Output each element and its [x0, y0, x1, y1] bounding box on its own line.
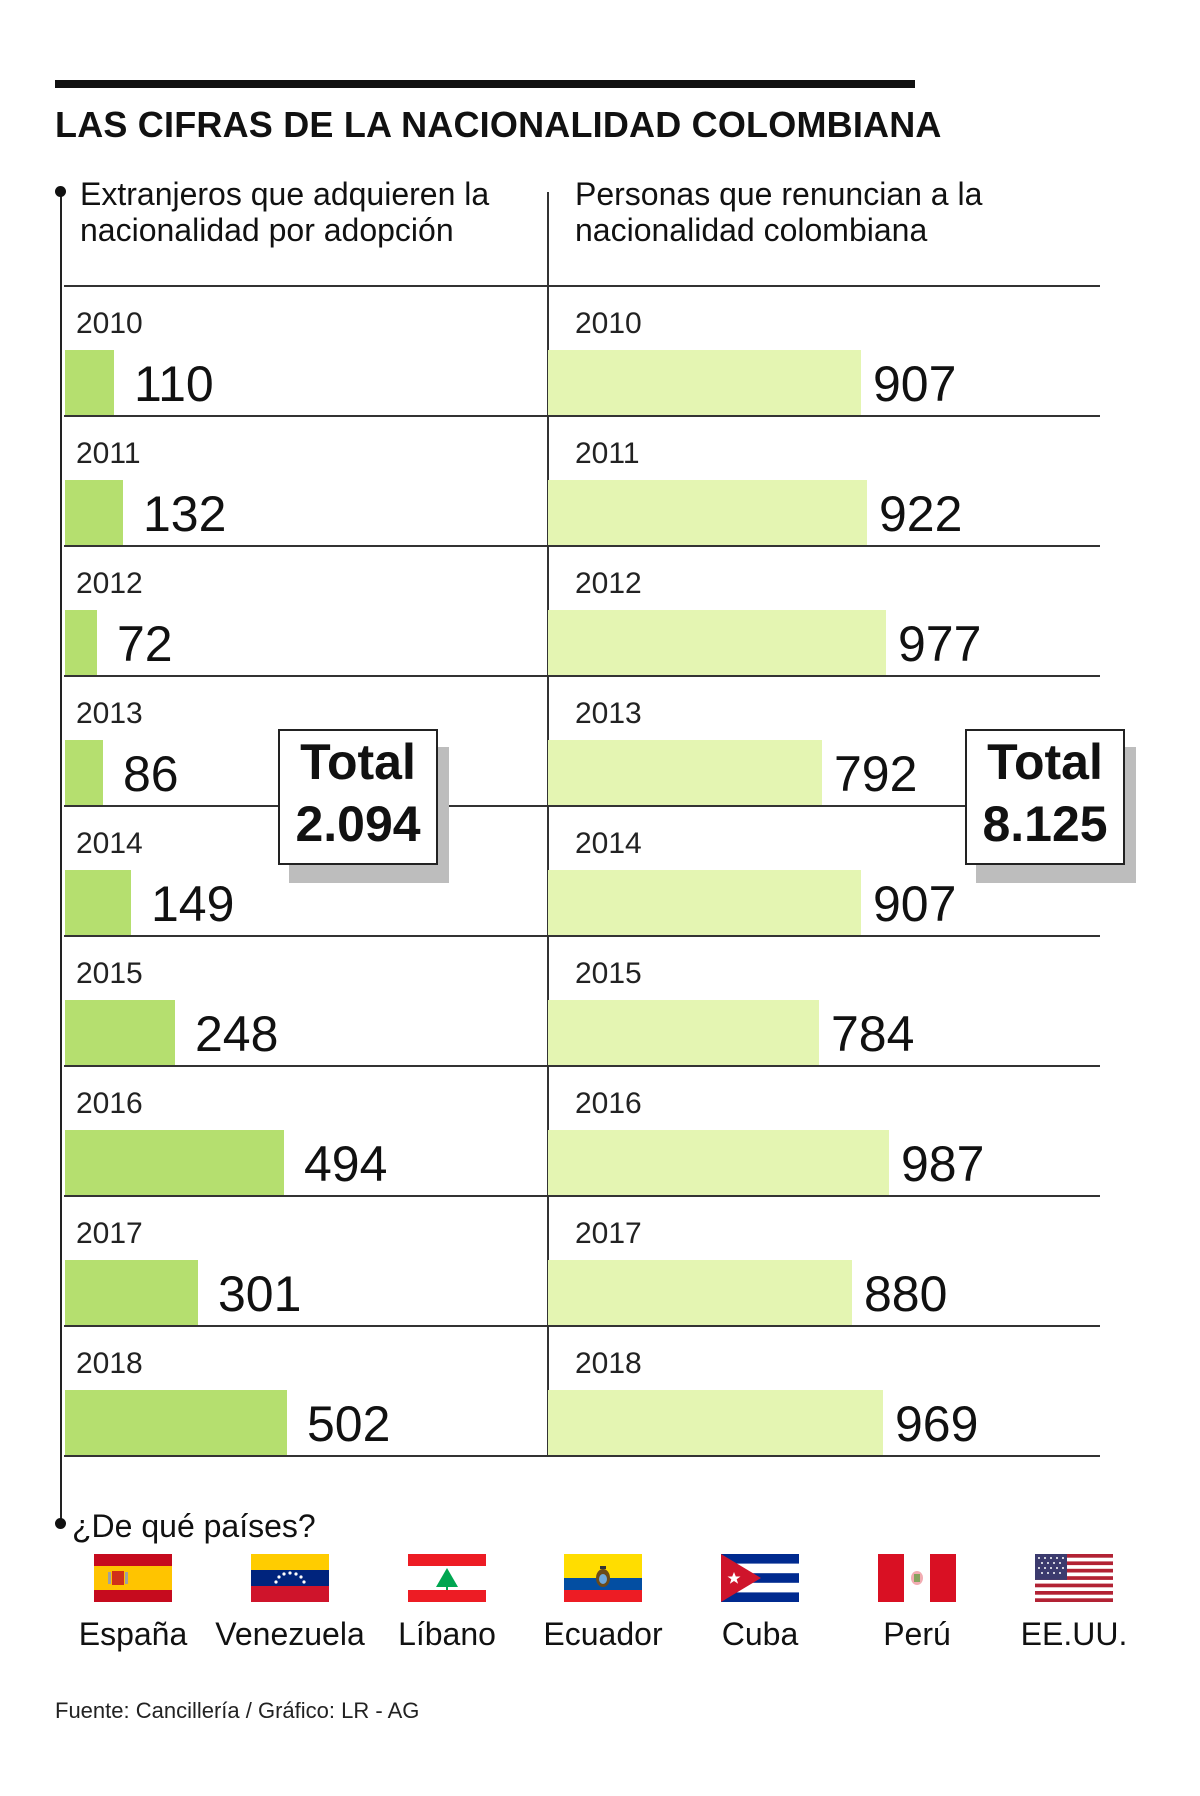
year-label: 2018 [76, 1347, 143, 1380]
row-rule [64, 1325, 1100, 1327]
data-label: 149 [151, 876, 235, 932]
section-bullet-top [55, 186, 66, 197]
year-label: 2013 [76, 697, 143, 730]
year-label: 2015 [76, 957, 143, 990]
country-label-cuba: Cuba [721, 1616, 799, 1652]
data-label: 922 [879, 486, 963, 542]
left-header-line-1: Extranjeros que adquieren la [80, 176, 490, 212]
bar [548, 740, 822, 805]
bar [65, 610, 97, 675]
data-label: 907 [873, 876, 957, 932]
left-header-line-2: nacionalidad por adopción [80, 212, 454, 248]
country-label-spain: España [78, 1616, 188, 1652]
left-total-label: Total [300, 734, 416, 790]
bar [65, 350, 114, 415]
row-rule [64, 545, 1100, 547]
bar [65, 1000, 175, 1065]
chart-title: LAS CIFRAS DE LA NACIONALIDAD COLOMBIANA [55, 104, 942, 145]
section-bullet-countries [55, 1518, 66, 1529]
left-column-header: Extranjeros que adquieren la nacionalida… [80, 176, 550, 248]
data-label: 110 [134, 356, 214, 412]
year-label: 2012 [575, 567, 642, 600]
bar [65, 1260, 198, 1325]
country-label-lebanon: Líbano [398, 1616, 496, 1652]
bar [548, 1260, 852, 1325]
ecuador-flag-icon [564, 1554, 642, 1602]
bar [65, 1390, 287, 1455]
year-label: 2016 [76, 1087, 143, 1120]
bar [548, 870, 861, 935]
row-rule [64, 415, 1100, 417]
year-label: 2017 [76, 1217, 143, 1250]
data-label: 792 [834, 746, 918, 802]
lebanon-flag-icon [408, 1554, 486, 1602]
country-label-usa: EE.UU. [1020, 1616, 1128, 1652]
data-label: 977 [898, 616, 982, 672]
data-label: 784 [831, 1006, 915, 1062]
left-total-value: 2.094 [295, 796, 421, 852]
data-label: 248 [195, 1006, 279, 1062]
data-label: 969 [895, 1396, 979, 1452]
year-label: 2016 [575, 1087, 642, 1120]
data-label: 987 [901, 1136, 985, 1192]
bar [548, 610, 886, 675]
venezuela-flag-icon [251, 1554, 329, 1602]
year-label: 2014 [575, 827, 642, 860]
data-label: 907 [873, 356, 957, 412]
right-total-box: Total 8.125 [965, 729, 1125, 865]
bar [65, 740, 103, 805]
bar [65, 480, 123, 545]
bar [65, 1130, 284, 1195]
row-rule [64, 1455, 1100, 1457]
row-rule [64, 1195, 1100, 1197]
data-label: 86 [123, 746, 179, 802]
year-label: 2013 [575, 697, 642, 730]
left-guide-line [60, 192, 62, 1522]
data-label: 132 [143, 486, 227, 542]
data-label: 301 [218, 1266, 302, 1322]
row-rule [64, 935, 1100, 937]
right-header-line-1: Personas que renuncian a la [575, 176, 983, 212]
country-label-ecuador: Ecuador [543, 1616, 663, 1652]
row-rule [64, 675, 1100, 677]
bar [548, 480, 867, 545]
spain-flag-icon [94, 1554, 172, 1602]
year-label: 2011 [575, 437, 640, 470]
data-label: 502 [307, 1396, 391, 1452]
bar [548, 1130, 889, 1195]
right-column-header: Personas que renuncian a la nacionalidad… [575, 176, 1045, 248]
bar [548, 1000, 819, 1065]
row-rule [64, 805, 1100, 807]
year-label: 2010 [76, 307, 143, 340]
right-header-line-2: nacionalidad colombiana [575, 212, 928, 248]
usa-flag-icon [1035, 1554, 1113, 1602]
row-rule [64, 1065, 1100, 1067]
bar [65, 870, 131, 935]
right-total-label: Total [987, 734, 1103, 790]
year-label: 2011 [76, 437, 141, 470]
data-label: 880 [864, 1266, 948, 1322]
peru-flag-icon [878, 1554, 956, 1602]
bar [548, 350, 861, 415]
countries-title: ¿De qué países? [72, 1508, 316, 1544]
cuba-flag-icon [721, 1554, 799, 1602]
data-label: 494 [304, 1136, 388, 1192]
column-divider [547, 192, 549, 1457]
year-label: 2010 [575, 307, 642, 340]
right-total-value: 8.125 [982, 796, 1108, 852]
top-rule [55, 80, 915, 88]
year-label: 2015 [575, 957, 642, 990]
year-label: 2012 [76, 567, 143, 600]
row-rule [64, 285, 1100, 287]
country-label-peru: Perú [883, 1616, 951, 1652]
year-label: 2018 [575, 1347, 642, 1380]
year-label: 2017 [575, 1217, 642, 1250]
country-label-venezuela: Venezuela [215, 1616, 365, 1652]
bar [548, 1390, 883, 1455]
data-label: 72 [117, 616, 173, 672]
left-total-box: Total 2.094 [278, 729, 438, 865]
source-note: Fuente: Cancillería / Gráfico: LR - AG [55, 1698, 420, 1723]
year-label: 2014 [76, 827, 143, 860]
